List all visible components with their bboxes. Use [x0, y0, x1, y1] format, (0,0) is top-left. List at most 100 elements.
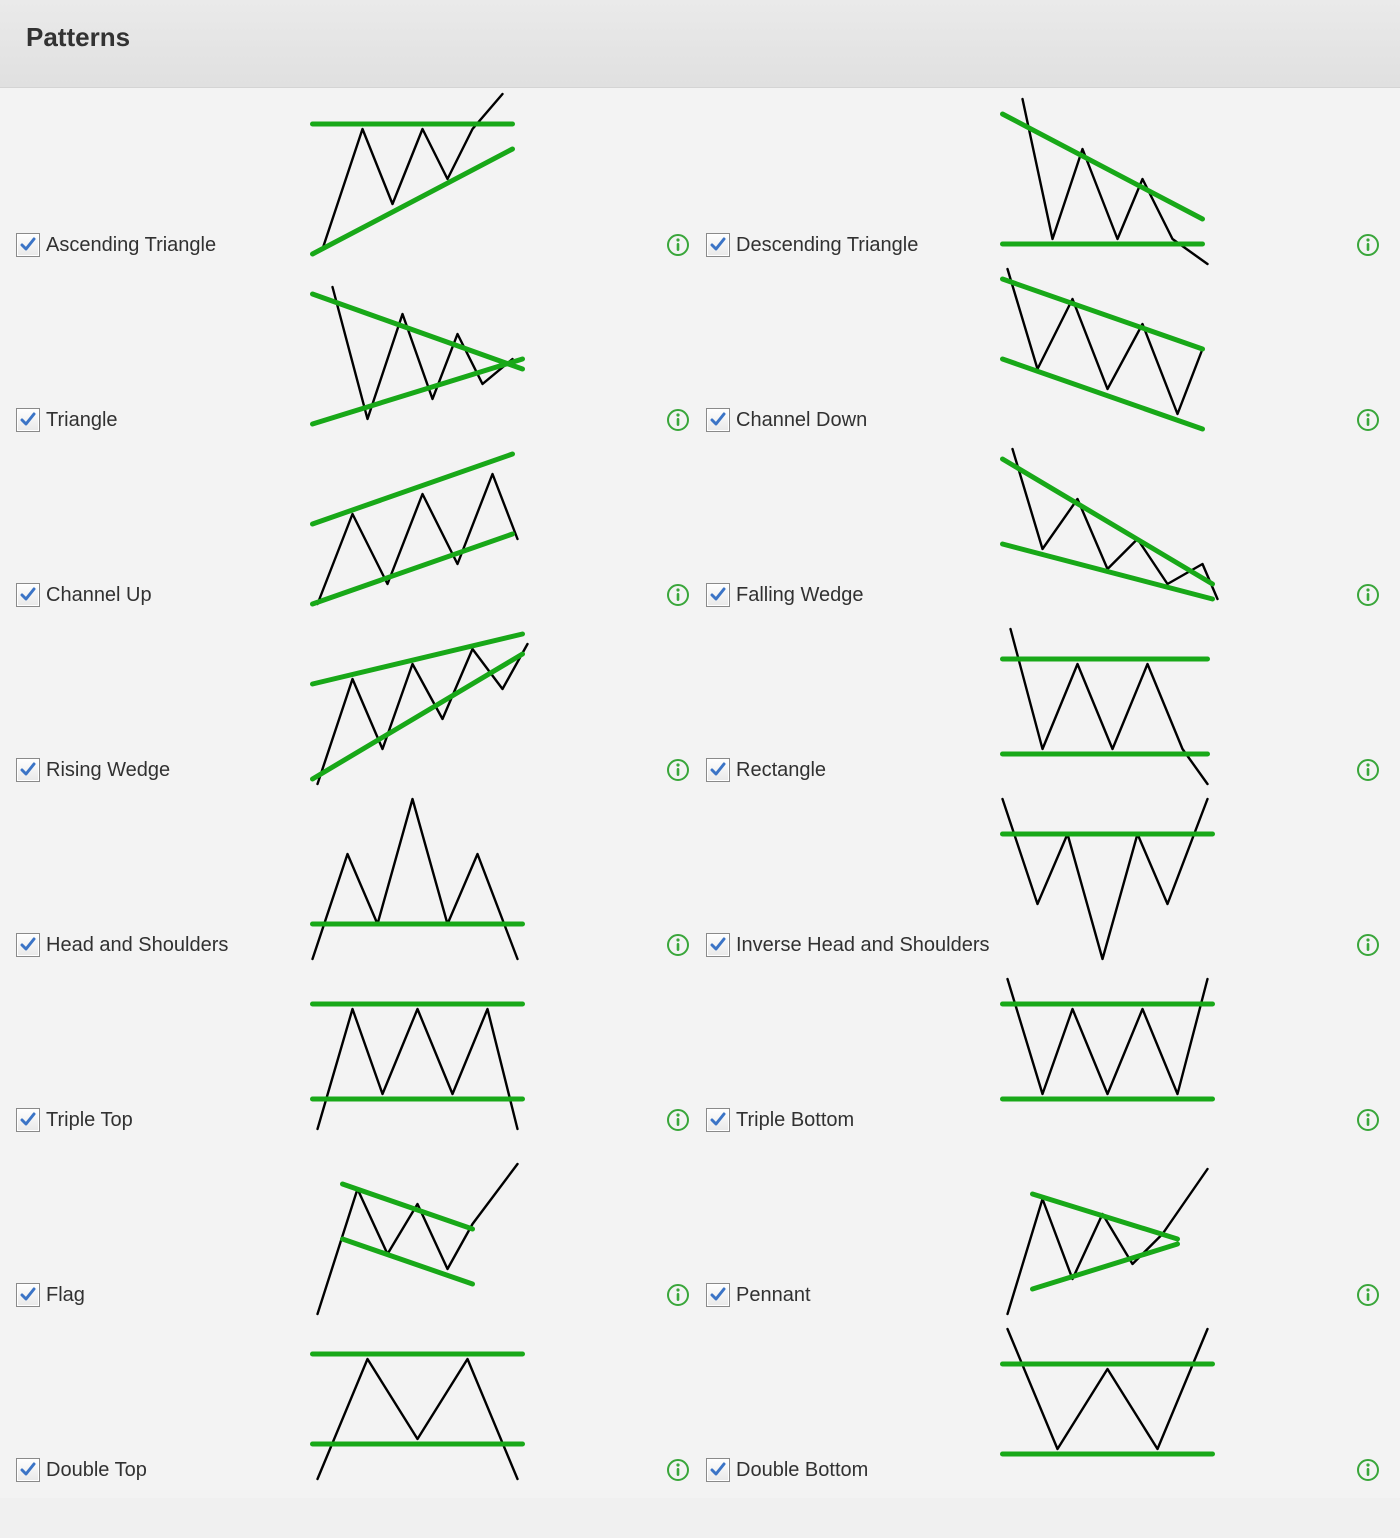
pattern-label-triple-bottom: Triple Bottom: [736, 1109, 854, 1132]
pattern-diagram-ascending-triangle: [290, 94, 550, 269]
checkbox-triple-bottom[interactable]: [706, 1108, 730, 1132]
info-icon[interactable]: [1356, 1108, 1380, 1132]
pattern-diagram-rectangle: [980, 619, 1240, 794]
info-icon[interactable]: [1356, 408, 1380, 432]
pattern-row-descending-triangle: Descending Triangle: [706, 233, 918, 257]
checkbox-triple-top[interactable]: [16, 1108, 40, 1132]
pattern-cell-channel-down: Channel Down: [700, 263, 1390, 438]
pattern-cell-triple-top: Triple Top: [10, 963, 700, 1138]
pattern-label-double-top: Double Top: [46, 1459, 147, 1482]
pattern-diagram-flag: [290, 1144, 550, 1319]
info-icon[interactable]: [666, 408, 690, 432]
pattern-label-channel-down: Channel Down: [736, 409, 867, 432]
pattern-row-double-top: Double Top: [16, 1458, 147, 1482]
pattern-row-falling-wedge: Falling Wedge: [706, 583, 863, 607]
info-icon[interactable]: [1356, 583, 1380, 607]
pattern-label-descending-triangle: Descending Triangle: [736, 234, 918, 257]
pattern-cell-inverse-head-and-shoulders: Inverse Head and Shoulders: [700, 788, 1390, 963]
pattern-row-inverse-head-and-shoulders: Inverse Head and Shoulders: [706, 933, 990, 957]
info-icon[interactable]: [666, 233, 690, 257]
pattern-diagram-inverse-head-and-shoulders: [980, 794, 1240, 969]
pattern-row-pennant: Pennant: [706, 1283, 811, 1307]
checkbox-ascending-triangle[interactable]: [16, 233, 40, 257]
pattern-diagram-channel-up: [290, 444, 550, 619]
checkbox-double-bottom[interactable]: [706, 1458, 730, 1482]
checkbox-rising-wedge[interactable]: [16, 758, 40, 782]
pattern-row-rectangle: Rectangle: [706, 758, 826, 782]
checkbox-channel-down[interactable]: [706, 408, 730, 432]
pattern-label-ascending-triangle: Ascending Triangle: [46, 234, 216, 257]
info-icon[interactable]: [1356, 933, 1380, 957]
pattern-cell-triangle: Triangle: [10, 263, 700, 438]
pattern-cell-falling-wedge: Falling Wedge: [700, 438, 1390, 613]
pattern-row-triple-bottom: Triple Bottom: [706, 1108, 854, 1132]
pattern-cell-head-and-shoulders: Head and Shoulders: [10, 788, 700, 963]
pattern-diagram-descending-triangle: [980, 94, 1240, 269]
pattern-cell-pennant: Pennant: [700, 1138, 1390, 1313]
info-icon[interactable]: [666, 1283, 690, 1307]
pattern-cell-double-top: Double Top: [10, 1313, 700, 1488]
info-icon[interactable]: [666, 1458, 690, 1482]
pattern-diagram-double-bottom: [980, 1319, 1240, 1494]
pattern-diagram-pennant: [980, 1144, 1240, 1319]
pattern-row-triple-top: Triple Top: [16, 1108, 133, 1132]
checkbox-pennant[interactable]: [706, 1283, 730, 1307]
pattern-label-rectangle: Rectangle: [736, 759, 826, 782]
panel-title: Patterns: [26, 22, 130, 52]
info-icon[interactable]: [1356, 758, 1380, 782]
pattern-row-flag: Flag: [16, 1283, 85, 1307]
pattern-row-channel-down: Channel Down: [706, 408, 867, 432]
panel-header: Patterns: [0, 0, 1400, 88]
checkbox-rectangle[interactable]: [706, 758, 730, 782]
checkbox-head-and-shoulders[interactable]: [16, 933, 40, 957]
pattern-row-ascending-triangle: Ascending Triangle: [16, 233, 216, 257]
info-icon[interactable]: [666, 933, 690, 957]
pattern-label-triangle: Triangle: [46, 409, 118, 432]
info-icon[interactable]: [666, 758, 690, 782]
pattern-cell-double-bottom: Double Bottom: [700, 1313, 1390, 1488]
pattern-diagram-rising-wedge: [290, 619, 550, 794]
checkbox-double-top[interactable]: [16, 1458, 40, 1482]
info-icon[interactable]: [666, 1108, 690, 1132]
pattern-row-head-and-shoulders: Head and Shoulders: [16, 933, 228, 957]
checkbox-triangle[interactable]: [16, 408, 40, 432]
pattern-cell-rectangle: Rectangle: [700, 613, 1390, 788]
patterns-grid: Ascending Triangle Descending Triangle T…: [10, 88, 1390, 1488]
pattern-label-pennant: Pennant: [736, 1284, 811, 1307]
pattern-row-triangle: Triangle: [16, 408, 118, 432]
patterns-body: Ascending Triangle Descending Triangle T…: [0, 88, 1400, 1498]
pattern-diagram-channel-down: [980, 269, 1240, 444]
pattern-cell-descending-triangle: Descending Triangle: [700, 88, 1390, 263]
pattern-cell-rising-wedge: Rising Wedge: [10, 613, 700, 788]
checkbox-inverse-head-and-shoulders[interactable]: [706, 933, 730, 957]
info-icon[interactable]: [1356, 233, 1380, 257]
pattern-label-triple-top: Triple Top: [46, 1109, 133, 1132]
pattern-diagram-falling-wedge: [980, 444, 1240, 619]
pattern-row-rising-wedge: Rising Wedge: [16, 758, 170, 782]
checkbox-channel-up[interactable]: [16, 583, 40, 607]
pattern-cell-triple-bottom: Triple Bottom: [700, 963, 1390, 1138]
checkbox-flag[interactable]: [16, 1283, 40, 1307]
pattern-label-falling-wedge: Falling Wedge: [736, 584, 863, 607]
pattern-cell-channel-up: Channel Up: [10, 438, 700, 613]
pattern-cell-ascending-triangle: Ascending Triangle: [10, 88, 700, 263]
pattern-label-channel-up: Channel Up: [46, 584, 152, 607]
info-icon[interactable]: [1356, 1283, 1380, 1307]
pattern-row-double-bottom: Double Bottom: [706, 1458, 868, 1482]
pattern-cell-flag: Flag: [10, 1138, 700, 1313]
info-icon[interactable]: [1356, 1458, 1380, 1482]
pattern-label-inverse-head-and-shoulders: Inverse Head and Shoulders: [736, 934, 990, 957]
pattern-label-flag: Flag: [46, 1284, 85, 1307]
pattern-label-rising-wedge: Rising Wedge: [46, 759, 170, 782]
pattern-diagram-head-and-shoulders: [290, 794, 550, 969]
checkbox-descending-triangle[interactable]: [706, 233, 730, 257]
pattern-diagram-triple-bottom: [980, 969, 1240, 1144]
pattern-row-channel-up: Channel Up: [16, 583, 152, 607]
checkbox-falling-wedge[interactable]: [706, 583, 730, 607]
pattern-label-head-and-shoulders: Head and Shoulders: [46, 934, 228, 957]
pattern-label-double-bottom: Double Bottom: [736, 1459, 868, 1482]
pattern-diagram-double-top: [290, 1319, 550, 1494]
info-icon[interactable]: [666, 583, 690, 607]
pattern-diagram-triangle: [290, 269, 550, 444]
pattern-diagram-triple-top: [290, 969, 550, 1144]
